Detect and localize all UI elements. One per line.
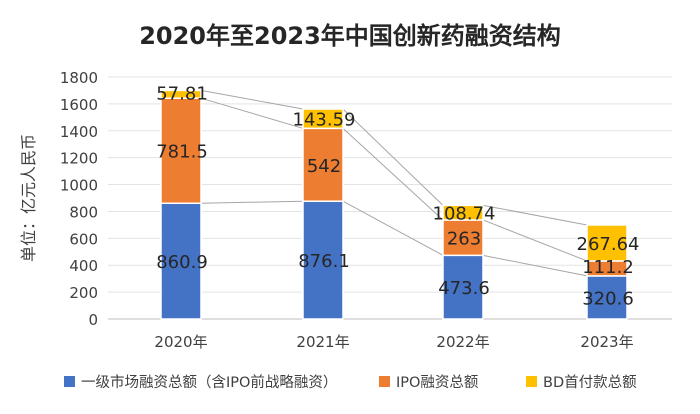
y-tick-label: 800	[69, 203, 98, 221]
y-axis-title: 单位：亿元人民币	[19, 134, 38, 262]
series-connector-line	[200, 200, 304, 204]
series-connector-line	[482, 254, 588, 277]
y-tick-label: 200	[69, 284, 98, 302]
legend-swatch	[64, 376, 75, 387]
data-label: 781.5	[156, 142, 208, 163]
series-connector-line	[200, 97, 304, 129]
data-label: 111.2	[582, 257, 634, 278]
connector-lines	[200, 89, 588, 277]
series-connector-line	[342, 108, 444, 206]
bar-segment	[160, 202, 202, 320]
series-connector-line	[482, 219, 588, 262]
y-tick-label: 1400	[60, 123, 98, 141]
y-axis: 0 200 400 600 800 1000 1200 1400 1600 1800	[60, 69, 98, 329]
legend-label: 一级市场融资总额（含IPO前战略融资）	[81, 374, 337, 391]
x-tick-label: 2022年	[436, 333, 489, 351]
legend-swatch	[379, 376, 390, 387]
data-label: 263	[447, 229, 481, 250]
y-tick-label: 1800	[60, 69, 98, 87]
data-label: 57.81	[156, 83, 208, 104]
data-label: 143.59	[293, 110, 356, 131]
gridlines	[108, 76, 672, 320]
y-tick-label: 600	[69, 230, 98, 248]
chart-title: 2020年至2023年中国创新药融资结构	[139, 22, 561, 50]
legend: 一级市场融资总额（含IPO前战略融资） IPO融资总额 BD首付款总额	[64, 374, 637, 391]
data-label: 542	[307, 156, 341, 177]
data-label: 320.6	[582, 288, 634, 309]
series-connector-line	[482, 204, 588, 226]
y-tick-label: 1200	[60, 150, 98, 168]
data-labels: 860.9 781.5 57.81 876.1 542 143.59 473.6 263 108…	[156, 83, 639, 309]
y-tick-label: 400	[69, 257, 98, 275]
legend-swatch	[526, 376, 537, 387]
bar-segment	[302, 108, 344, 130]
bar-segment	[586, 224, 628, 262]
series-connector-line	[342, 127, 444, 221]
x-axis: 2020年 2021年 2022年 2023年	[154, 333, 633, 351]
bars	[160, 89, 628, 320]
series-connector-line	[200, 89, 304, 110]
x-tick-label: 2023年	[580, 333, 633, 351]
data-label: 473.6	[438, 278, 490, 299]
y-tick-label: 1600	[60, 96, 98, 114]
bar-segment	[160, 89, 202, 99]
data-label: 108.74	[433, 204, 496, 225]
data-label: 876.1	[298, 251, 350, 272]
x-tick-label: 2021年	[296, 333, 349, 351]
bar-segment	[442, 219, 484, 257]
data-label: 267.64	[577, 234, 640, 255]
y-tick-label: 1000	[60, 177, 98, 195]
series-connector-line	[342, 200, 444, 256]
data-label: 860.9	[156, 252, 208, 273]
y-tick-label: 0	[88, 311, 98, 329]
legend-label: IPO融资总额	[396, 374, 479, 391]
x-tick-label: 2020年	[154, 333, 207, 351]
legend-label: BD首付款总额	[543, 374, 637, 391]
bar-segment	[442, 204, 484, 221]
